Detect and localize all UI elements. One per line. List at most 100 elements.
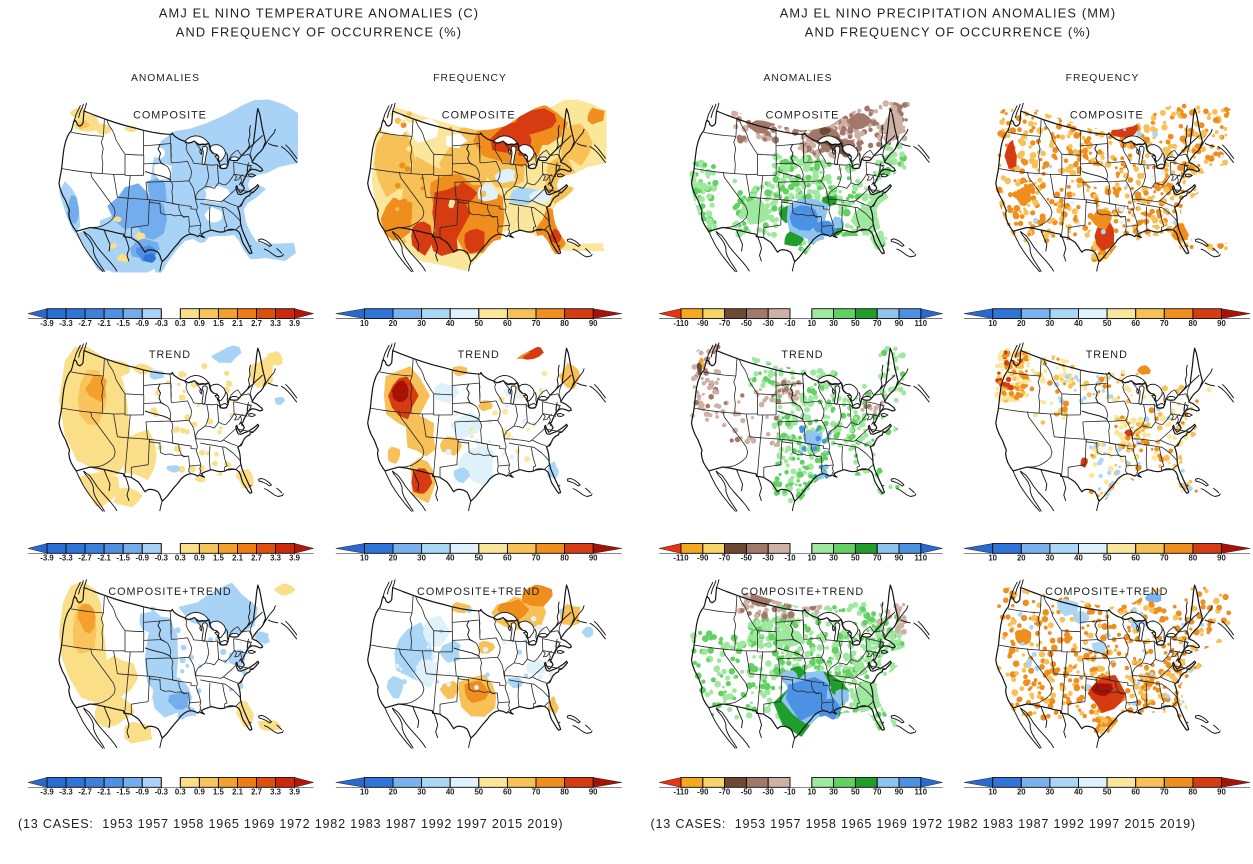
svg-text:110: 110 xyxy=(915,788,928,797)
svg-text:90: 90 xyxy=(1217,788,1226,797)
svg-text:3.3: 3.3 xyxy=(270,554,282,563)
svg-text:50: 50 xyxy=(1103,788,1112,797)
svg-text:30: 30 xyxy=(829,319,838,328)
svg-text:50: 50 xyxy=(1103,554,1112,563)
svg-text:-70: -70 xyxy=(719,788,731,797)
svg-text:20: 20 xyxy=(1017,319,1026,328)
svg-text:2.1: 2.1 xyxy=(232,319,244,328)
svg-text:-1.5: -1.5 xyxy=(116,319,130,328)
svg-text:TREND: TREND xyxy=(458,349,500,361)
svg-text:20: 20 xyxy=(1017,554,1026,563)
svg-text:-2.1: -2.1 xyxy=(97,319,111,328)
svg-text:-2.7: -2.7 xyxy=(78,319,91,328)
svg-text:80: 80 xyxy=(560,554,569,563)
svg-text:-30: -30 xyxy=(763,788,775,797)
svg-text:20: 20 xyxy=(389,788,398,797)
svg-text:50: 50 xyxy=(1103,319,1112,328)
svg-text:-3.9: -3.9 xyxy=(40,554,54,563)
svg-text:COMPOSITE+TREND: COMPOSITE+TREND xyxy=(741,586,864,598)
svg-text:70: 70 xyxy=(532,554,541,563)
svg-text:90: 90 xyxy=(895,319,904,328)
svg-text:2.7: 2.7 xyxy=(251,319,262,328)
svg-text:90: 90 xyxy=(1217,319,1226,328)
svg-text:10: 10 xyxy=(988,788,997,797)
svg-text:0.9: 0.9 xyxy=(194,554,206,563)
svg-text:-1.5: -1.5 xyxy=(116,554,130,563)
svg-text:1.5: 1.5 xyxy=(213,319,225,328)
svg-text:50: 50 xyxy=(851,319,860,328)
svg-text:3.9: 3.9 xyxy=(289,319,301,328)
svg-text:1.5: 1.5 xyxy=(213,788,225,797)
svg-text:70: 70 xyxy=(532,319,541,328)
svg-text:AND FREQUENCY OF OCCURRENCE (%: AND FREQUENCY OF OCCURRENCE (%) xyxy=(805,25,1091,40)
svg-text:TREND: TREND xyxy=(149,349,191,361)
svg-text:90: 90 xyxy=(589,319,598,328)
svg-text:(13 CASES: 1953 1957 1958 196: (13 CASES: 1953 1957 1958 1965 1969 1972… xyxy=(651,817,1196,831)
svg-text:10: 10 xyxy=(988,554,997,563)
svg-text:TREND: TREND xyxy=(781,349,823,361)
svg-text:-70: -70 xyxy=(719,554,731,563)
svg-text:-110: -110 xyxy=(673,554,689,563)
svg-text:-0.3: -0.3 xyxy=(155,319,169,328)
svg-text:40: 40 xyxy=(446,788,455,797)
svg-text:-50: -50 xyxy=(741,319,753,328)
svg-text:-90: -90 xyxy=(697,554,709,563)
svg-text:ANOMALIES: ANOMALIES xyxy=(131,73,200,84)
svg-text:-90: -90 xyxy=(697,319,709,328)
svg-text:-3.9: -3.9 xyxy=(40,319,54,328)
svg-text:30: 30 xyxy=(417,788,426,797)
svg-text:90: 90 xyxy=(895,788,904,797)
svg-text:60: 60 xyxy=(1131,554,1140,563)
svg-text:20: 20 xyxy=(389,319,398,328)
svg-text:FREQUENCY: FREQUENCY xyxy=(433,73,507,84)
svg-text:COMPOSITE: COMPOSITE xyxy=(442,110,516,122)
svg-text:60: 60 xyxy=(1131,788,1140,797)
svg-text:-2.1: -2.1 xyxy=(97,554,111,563)
svg-text:50: 50 xyxy=(851,554,860,563)
svg-text:-10: -10 xyxy=(784,319,796,328)
svg-text:60: 60 xyxy=(503,319,512,328)
svg-text:50: 50 xyxy=(474,319,483,328)
svg-text:60: 60 xyxy=(503,788,512,797)
svg-text:(13 CASES: 1953 1957 1958 196: (13 CASES: 1953 1957 1958 1965 1969 1972… xyxy=(18,817,563,831)
svg-text:10: 10 xyxy=(807,554,816,563)
svg-text:0.9: 0.9 xyxy=(194,319,206,328)
svg-text:70: 70 xyxy=(873,319,882,328)
svg-text:COMPOSITE: COMPOSITE xyxy=(766,110,840,122)
svg-text:80: 80 xyxy=(1189,554,1198,563)
svg-text:110: 110 xyxy=(915,319,928,328)
svg-text:110: 110 xyxy=(915,554,928,563)
svg-text:50: 50 xyxy=(474,788,483,797)
svg-text:10: 10 xyxy=(807,319,816,328)
svg-text:90: 90 xyxy=(895,554,904,563)
svg-text:30: 30 xyxy=(417,554,426,563)
svg-text:COMPOSITE+TREND: COMPOSITE+TREND xyxy=(108,586,231,598)
svg-text:-3.3: -3.3 xyxy=(59,319,73,328)
svg-text:50: 50 xyxy=(474,554,483,563)
svg-text:30: 30 xyxy=(417,319,426,328)
svg-text:-3.9: -3.9 xyxy=(40,788,54,797)
svg-text:10: 10 xyxy=(807,788,816,797)
svg-text:40: 40 xyxy=(446,554,455,563)
svg-text:-10: -10 xyxy=(784,788,796,797)
svg-text:-50: -50 xyxy=(741,554,753,563)
svg-text:FREQUENCY: FREQUENCY xyxy=(1066,73,1140,84)
svg-text:0.3: 0.3 xyxy=(175,554,187,563)
svg-text:-110: -110 xyxy=(673,788,689,797)
svg-text:-0.3: -0.3 xyxy=(155,788,169,797)
svg-text:1.5: 1.5 xyxy=(213,554,225,563)
svg-text:30: 30 xyxy=(1046,554,1055,563)
svg-text:40: 40 xyxy=(446,319,455,328)
svg-text:-3.3: -3.3 xyxy=(59,788,73,797)
svg-text:3.3: 3.3 xyxy=(270,319,282,328)
svg-text:-0.9: -0.9 xyxy=(135,788,149,797)
svg-text:40: 40 xyxy=(1074,319,1083,328)
svg-text:20: 20 xyxy=(1017,788,1026,797)
svg-text:10: 10 xyxy=(360,788,369,797)
svg-text:-50: -50 xyxy=(741,788,753,797)
svg-text:60: 60 xyxy=(503,554,512,563)
svg-text:-0.3: -0.3 xyxy=(155,554,169,563)
svg-text:-30: -30 xyxy=(763,319,775,328)
svg-text:3.9: 3.9 xyxy=(289,788,301,797)
svg-text:AMJ EL NINO TEMPERATURE ANOMAL: AMJ EL NINO TEMPERATURE ANOMALIES (C) xyxy=(159,6,479,21)
